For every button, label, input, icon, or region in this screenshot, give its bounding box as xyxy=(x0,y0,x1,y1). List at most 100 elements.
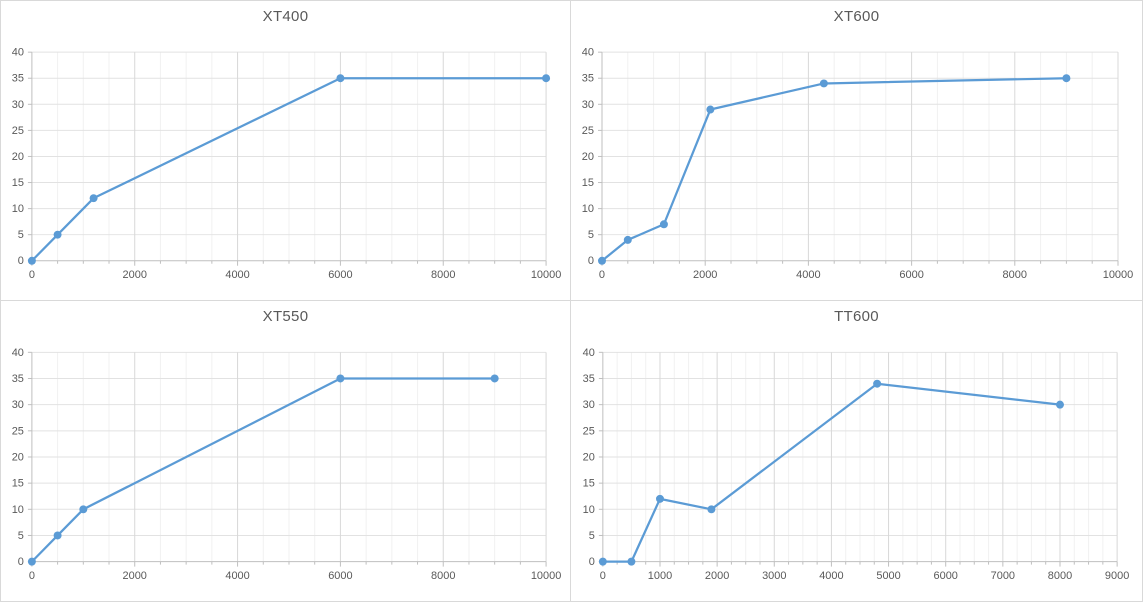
data-point-marker xyxy=(656,494,664,503)
y-tick-label: 15 xyxy=(12,177,24,189)
y-tick-label: 35 xyxy=(12,373,24,385)
y-tick-label: 40 xyxy=(12,347,24,359)
series-line xyxy=(600,77,1068,262)
y-tick-label: 20 xyxy=(582,151,594,163)
x-tick-label: 4000 xyxy=(225,269,249,281)
y-tick-label: 5 xyxy=(589,530,595,542)
y-tick-label: 10 xyxy=(582,203,594,215)
data-point-marker xyxy=(707,505,716,514)
y-tick-label: 10 xyxy=(12,203,24,215)
x-tick-label: 6000 xyxy=(328,570,352,582)
data-point-marker xyxy=(873,379,882,388)
x-tick-label: 4000 xyxy=(796,269,820,281)
chart-title: TT600 xyxy=(834,308,879,325)
y-tick-label: 5 xyxy=(18,530,24,542)
y-tick-label: 30 xyxy=(582,99,594,111)
y-tick-label: 5 xyxy=(588,229,594,241)
y-tick-label: 15 xyxy=(12,478,24,490)
chart-canvas: 0 2000 4000 6000 8000 10000 0 5 10 15 20 25 30 35 40 xyxy=(12,347,562,582)
chart-title: XT600 xyxy=(833,8,880,25)
y-tick-label: 35 xyxy=(12,73,24,85)
x-tick-label: 10000 xyxy=(1103,269,1134,281)
chart-title: XT550 xyxy=(262,308,309,325)
chart-panel-xt400[interactable]: XT400 0 2000 4000 6000 8000 10000 0 5 10 15 20 25 30… xyxy=(0,0,571,301)
data-point-marker xyxy=(598,256,606,265)
x-tick-label: 8000 xyxy=(1003,269,1027,281)
data-point-marker xyxy=(89,194,98,203)
y-tick-label: 25 xyxy=(582,125,594,137)
chart-panel-xt600[interactable]: XT600 0 2000 4000 6000 8000 10000 0 5 10 15 20 25 30… xyxy=(571,0,1143,301)
x-tick-label: 10000 xyxy=(531,269,561,281)
x-tick-label: 4000 xyxy=(225,570,249,582)
x-tick-label: 3000 xyxy=(762,570,786,582)
data-point-marker xyxy=(27,557,36,566)
x-tick-label: 6000 xyxy=(934,570,958,582)
data-point-marker xyxy=(490,374,499,383)
data-point-marker xyxy=(79,505,88,514)
y-tick-label: 25 xyxy=(12,425,24,437)
y-tick-label: 15 xyxy=(583,478,595,490)
y-tick-label: 20 xyxy=(12,451,24,463)
y-tick-label: 30 xyxy=(12,399,24,411)
data-point-marker xyxy=(819,79,828,88)
x-tick-label: 10000 xyxy=(531,570,561,582)
y-tick-label: 25 xyxy=(583,425,595,437)
y-tick-label: 25 xyxy=(12,125,24,137)
y-tick-label: 40 xyxy=(12,47,24,59)
y-tick-label: 30 xyxy=(12,99,24,111)
chart-panel-tt600[interactable]: TT600 0 1000 2000 3000 4000 5000 6000 7000 8000 9… xyxy=(571,301,1143,602)
y-tick-label: 40 xyxy=(582,47,594,59)
x-tick-label: 4000 xyxy=(819,570,843,582)
x-tick-label: 2000 xyxy=(123,269,147,281)
data-point-marker xyxy=(27,256,36,265)
x-tick-label: 2000 xyxy=(693,269,717,281)
data-point-marker xyxy=(1056,400,1064,409)
chart-panel-xt550[interactable]: XT550 0 2000 4000 6000 8000 10000 0 5 10 15 20 25 30… xyxy=(0,301,571,602)
y-tick-label: 35 xyxy=(583,373,595,385)
y-tick-label: 40 xyxy=(583,347,595,359)
data-point-marker xyxy=(336,374,345,383)
chart-canvas: 0 1000 2000 3000 4000 5000 6000 7000 8000 9000 0 5 1… xyxy=(583,347,1130,582)
y-tick-label: 10 xyxy=(583,504,595,516)
x-tick-label: 0 xyxy=(600,570,606,582)
x-tick-label: 2000 xyxy=(123,570,147,582)
x-tick-label: 0 xyxy=(599,269,605,281)
y-tick-label: 0 xyxy=(18,255,24,267)
data-point-marker xyxy=(598,557,607,566)
y-tick-label: 35 xyxy=(582,73,594,85)
data-point-marker xyxy=(706,105,715,114)
chart-canvas: 0 2000 4000 6000 8000 10000 0 5 10 15 20 25 30 35 40 xyxy=(582,47,1134,281)
data-point-marker xyxy=(53,230,62,239)
y-tick-label: 30 xyxy=(583,399,595,411)
data-point-marker xyxy=(627,557,636,566)
x-tick-label: 8000 xyxy=(1048,570,1072,582)
x-tick-label: 5000 xyxy=(876,570,900,582)
data-point-marker xyxy=(53,531,62,540)
data-point-marker xyxy=(623,235,632,244)
y-tick-label: 0 xyxy=(588,255,594,267)
y-tick-label: 0 xyxy=(18,556,24,568)
y-tick-label: 20 xyxy=(583,451,595,463)
y-tick-label: 20 xyxy=(12,151,24,163)
series-line xyxy=(601,382,1062,563)
x-tick-label: 0 xyxy=(29,570,35,582)
chart-title: XT400 xyxy=(262,8,309,25)
x-tick-label: 0 xyxy=(29,269,35,281)
chart-canvas: 0 2000 4000 6000 8000 10000 0 5 10 15 20 25 30 35 40 xyxy=(12,47,562,281)
data-point-marker xyxy=(1062,74,1071,83)
y-tick-label: 10 xyxy=(12,504,24,516)
x-tick-label: 8000 xyxy=(431,269,455,281)
x-tick-label: 9000 xyxy=(1105,570,1129,582)
y-tick-label: 15 xyxy=(582,177,594,189)
y-tick-label: 5 xyxy=(18,229,24,241)
x-tick-label: 6000 xyxy=(328,269,352,281)
data-point-marker xyxy=(542,74,551,83)
x-tick-label: 6000 xyxy=(899,269,923,281)
x-tick-label: 7000 xyxy=(991,570,1015,582)
x-tick-label: 2000 xyxy=(705,570,729,582)
x-tick-label: 8000 xyxy=(431,570,455,582)
data-point-marker xyxy=(336,74,345,83)
y-tick-label: 0 xyxy=(589,556,595,568)
x-tick-label: 1000 xyxy=(648,570,672,582)
